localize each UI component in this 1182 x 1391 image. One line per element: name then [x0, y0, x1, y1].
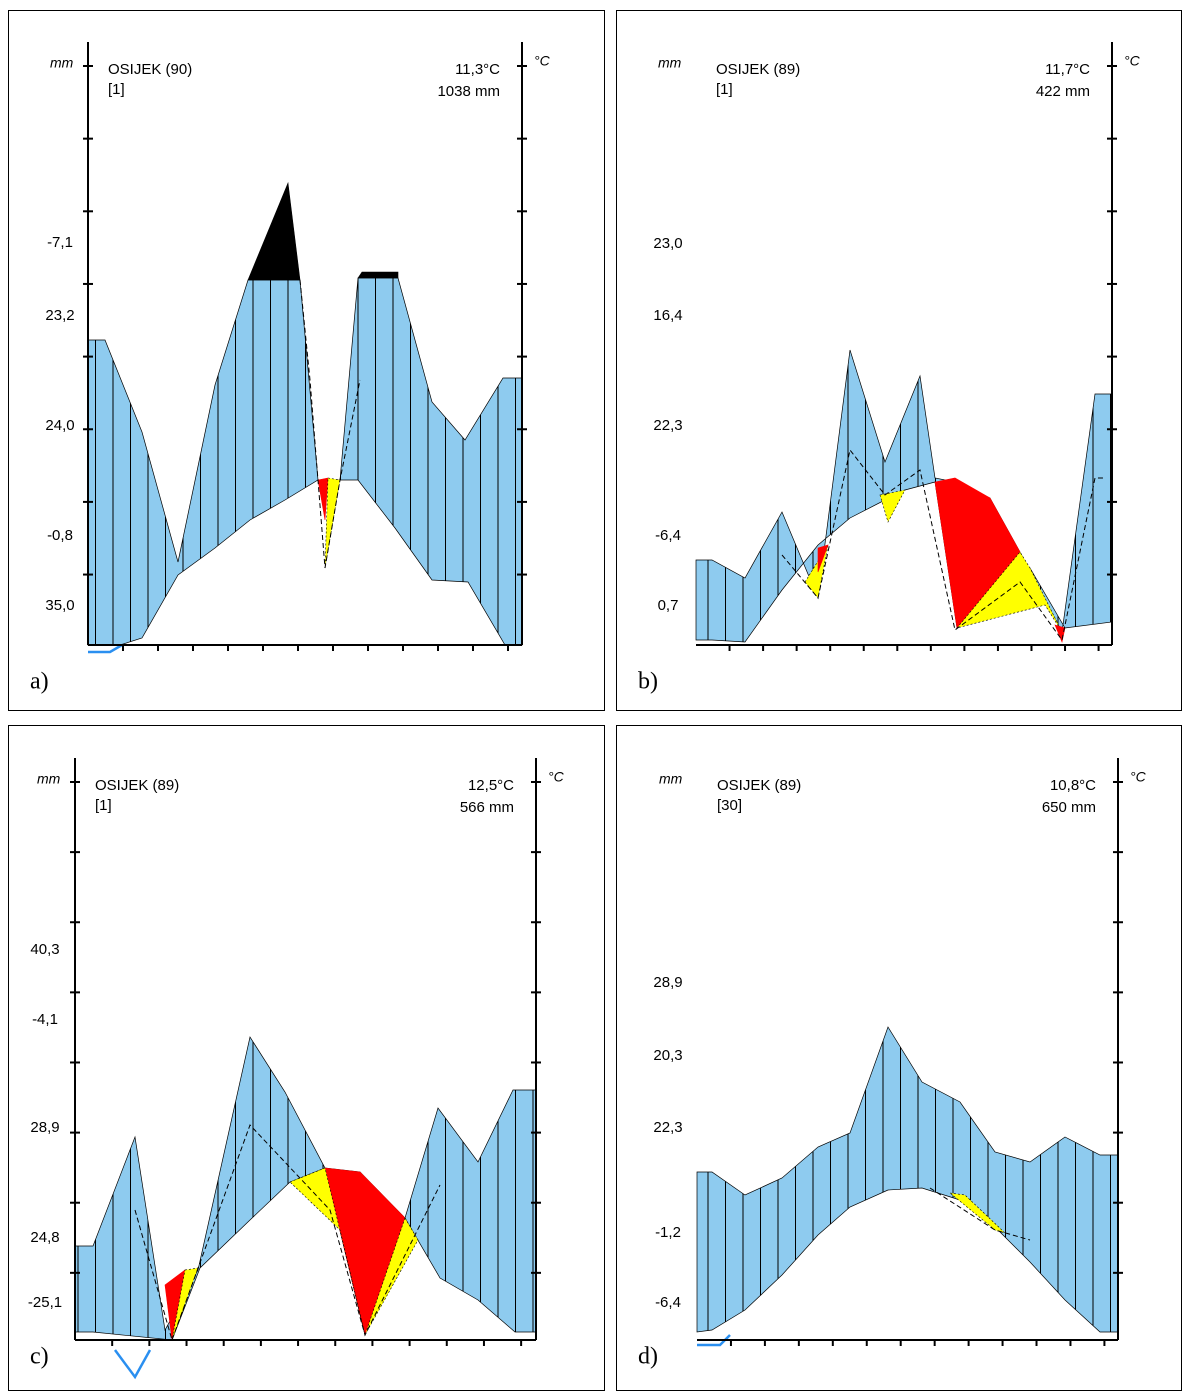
tick-label: 23,2: [45, 307, 74, 324]
tick-label: -4,1: [32, 1011, 58, 1028]
season-area: [317, 477, 329, 521]
dashed-line: [781, 448, 1105, 642]
precipitation: 650 mm: [1042, 799, 1096, 816]
precipitation-area: [87, 277, 523, 646]
tick-label: 16,4: [653, 307, 682, 324]
station: OSIJEK (89): [717, 777, 801, 794]
unit-right: °C: [1130, 769, 1147, 785]
station: OSIJEK (89): [95, 777, 179, 794]
unit-left: mm: [658, 55, 682, 71]
precipitation-area: [695, 349, 1113, 643]
unit-left: mm: [50, 55, 74, 71]
tick-label: 35,0: [45, 597, 74, 614]
temperature: 11,3°C: [455, 61, 500, 78]
season-area: [817, 544, 829, 573]
note: [1]: [95, 797, 112, 814]
climate-diagram: mm °C OSIJEK (90) [1] 11,3°C 1038 mm -7,1 23,2 2…: [8, 10, 605, 711]
unit-left: mm: [37, 771, 61, 787]
frost-line: [88, 643, 123, 654]
unit-right: °C: [534, 53, 551, 69]
season-area: [247, 181, 301, 281]
season-area: [948, 1192, 1006, 1234]
panel-label: b): [638, 669, 658, 695]
tick-label: -25,1: [28, 1294, 62, 1311]
frost-line: [697, 1334, 731, 1347]
season-area: [1054, 624, 1066, 644]
season-area: [934, 477, 1021, 629]
tick-label: 20,3: [653, 1047, 682, 1064]
season-area: [364, 1217, 419, 1336]
tick-label: -0,8: [47, 527, 73, 544]
note: [1]: [716, 81, 733, 98]
tick-label: -6,4: [655, 1294, 681, 1311]
temperature: 11,7°C: [1045, 61, 1090, 78]
tick-label: 28,9: [653, 974, 682, 991]
panel-label: a): [30, 669, 49, 695]
climate-diagram: mm °C OSIJEK (89) [30] 10,8°C 650 mm 28,9 20,3 2…: [616, 725, 1182, 1391]
tick-label: 24,0: [45, 417, 74, 434]
station: OSIJEK (90): [108, 61, 192, 78]
tick-label: -6,4: [655, 527, 681, 544]
panel-label: d): [638, 1344, 658, 1370]
tick-label: 22,3: [653, 417, 682, 434]
tick-label: 24,8: [30, 1229, 59, 1246]
precipitation: 1038 mm: [437, 83, 500, 100]
tick-label: 28,9: [30, 1119, 59, 1136]
precipitation: 566 mm: [460, 799, 514, 816]
unit-right: °C: [1124, 53, 1141, 69]
tick-label: 23,0: [653, 235, 682, 252]
note: [1]: [108, 81, 125, 98]
season-area: [879, 489, 906, 523]
note: [30]: [717, 797, 742, 814]
dashed-line: [929, 1187, 1031, 1241]
tick-label: -7,1: [47, 234, 73, 251]
season-area: [324, 477, 341, 569]
unit-right: °C: [548, 769, 565, 785]
temperature: 12,5°C: [468, 777, 514, 794]
temperature: 10,8°C: [1050, 777, 1096, 794]
tick-label: 40,3: [30, 941, 59, 958]
unit-left: mm: [659, 771, 683, 787]
tick-label: 0,7: [658, 597, 679, 614]
frost-line: [113, 1349, 152, 1380]
season-area: [324, 1167, 406, 1337]
panel-frame: [8, 10, 605, 711]
climate-diagram: mm °C OSIJEK (89) [1] 11,7°C 422 mm 23,0 16,4 22…: [616, 10, 1182, 711]
dashed-line: [299, 279, 361, 569]
season-area: [357, 271, 399, 279]
precipitation: 422 mm: [1036, 83, 1090, 100]
season-area: [956, 551, 1063, 633]
panel-label: c): [30, 1344, 49, 1370]
station: OSIJEK (89): [716, 61, 800, 78]
climate-diagram: mm °C OSIJEK (89) [1] 12,5°C 566 mm 40,3 -4,1 28…: [8, 725, 605, 1391]
tick-label: -1,2: [655, 1224, 681, 1241]
precipitation-area: [696, 1026, 1119, 1333]
tick-label: 22,3: [653, 1119, 682, 1136]
dashed-line: [134, 1124, 441, 1342]
